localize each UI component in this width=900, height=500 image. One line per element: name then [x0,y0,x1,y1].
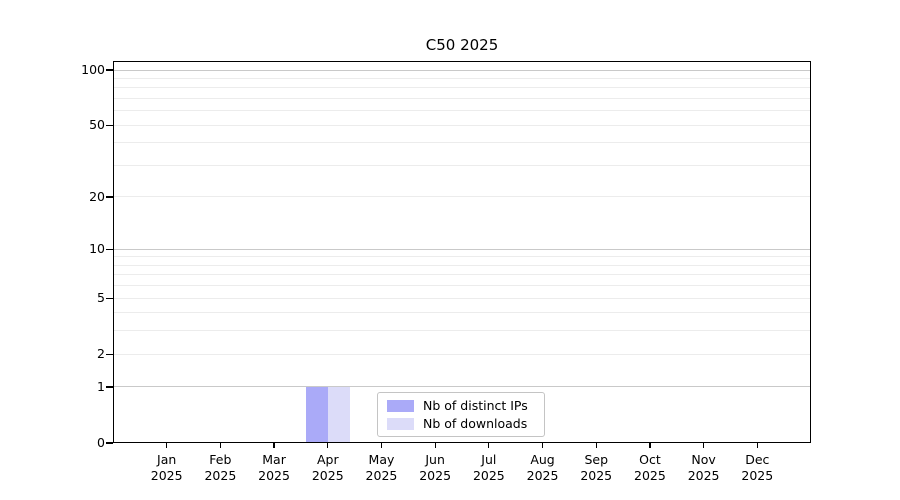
chart-title: C50 2025 [425,36,499,54]
x-axis-tick-label: Sep 2025 [568,452,624,484]
x-axis-tick-label: Jan 2025 [139,452,195,484]
x-axis-tick-label: Oct 2025 [622,452,678,484]
y-axis-tick [106,442,113,444]
x-axis-tick [703,443,705,448]
x-axis-tick-label: May 2025 [353,452,409,484]
x-axis-tick [434,443,436,448]
gridline-minor [113,312,811,314]
x-tick-month: Aug [530,452,555,467]
y-axis-tick-label: 10 [89,241,105,257]
x-tick-month: Jul [481,452,497,467]
legend-item: Nb of distinct IPs [387,397,544,413]
gridline-minor [113,110,811,112]
gridline-minor [113,165,811,166]
legend-swatch-downloads [387,417,414,430]
y-axis-tick-label: 0 [97,435,105,450]
x-tick-year: 2025 [204,468,237,483]
legend-label-downloads: Nb of downloads [423,415,528,431]
y-axis-tick [106,69,113,71]
x-tick-year: 2025 [687,468,720,483]
gridline-minor [113,87,811,89]
x-axis-tick [488,443,490,448]
x-tick-month: Mar [262,452,286,467]
x-axis-tick-label: Jun 2025 [407,452,463,484]
legend-swatch-distinct-ips [387,399,414,412]
gridline-minor [113,196,811,198]
x-tick-year: 2025 [419,468,452,483]
gridline-minor [113,274,811,276]
gridline-minor [113,297,811,299]
x-axis-tick-label: Dec 2025 [729,452,785,484]
x-tick-year: 2025 [365,468,398,483]
y-axis-tick [106,386,113,388]
gridline-major [113,386,811,388]
x-axis-tick-label: Nov 2025 [676,452,732,484]
x-axis-tick-label: Jul 2025 [461,452,517,484]
x-tick-year: 2025 [634,468,666,483]
x-tick-month: Feb [209,452,232,467]
gridline-minor [113,98,811,100]
y-axis-tick-label: 2 [97,346,105,362]
x-tick-year: 2025 [741,468,774,483]
x-axis-tick-label: Aug 2025 [515,452,571,484]
y-axis-tick-label: 20 [89,188,105,204]
bar-nb-of-distinct-ips-apr [305,386,328,443]
x-axis-tick [273,443,275,448]
gridline-minor [113,256,811,258]
x-tick-year: 2025 [580,468,613,483]
bar-nb-of-downloads-apr [327,386,350,443]
x-tick-month: Jun [425,452,445,467]
legend: Nb of distinct IPs Nb of downloads [377,392,545,437]
x-axis-tick [595,443,597,448]
x-axis-tick [327,443,329,448]
x-axis-tick [219,443,221,448]
gridline-minor [113,285,811,287]
y-axis-tick [106,196,113,198]
y-axis-tick [106,353,113,355]
gridline-minor [113,124,811,126]
legend-item: Nb of downloads [387,415,544,431]
x-axis-tick-label: Feb 2025 [192,452,248,484]
legend-label-distinct-ips: Nb of distinct IPs [423,397,528,413]
x-tick-month: Dec [745,452,770,467]
x-tick-month: May [368,452,395,467]
gridline-major [113,69,811,71]
x-axis-tick [649,443,651,448]
y-axis-tick-label: 5 [97,290,105,306]
plot-area [113,61,811,443]
y-axis-tick-label: 100 [81,62,105,78]
x-tick-year: 2025 [150,468,183,483]
y-axis-tick [106,124,113,126]
x-axis-tick [541,443,544,448]
x-tick-year: 2025 [472,468,505,483]
gridline-minor [113,142,811,144]
gridline-minor [113,330,811,332]
gridline-minor [113,353,811,355]
x-tick-month: Apr [316,452,339,467]
gridline-major [113,248,811,250]
y-axis-tick-label: 1 [97,378,105,394]
y-axis-tick-label: 50 [89,117,105,133]
x-axis-tick [166,443,168,448]
x-tick-month: Nov [691,452,716,467]
x-tick-year: 2025 [258,468,290,483]
x-axis-tick-label: Apr 2025 [300,452,356,484]
x-tick-year: 2025 [526,468,559,483]
gridline-minor [113,264,811,266]
y-axis-tick [106,248,113,250]
x-axis-tick-label: Mar 2025 [246,452,302,484]
x-tick-month: Oct [639,452,661,467]
gridline-minor [113,77,811,79]
x-axis-tick [380,443,383,448]
x-tick-month: Sep [584,452,608,467]
y-axis-tick [106,297,113,299]
x-tick-year: 2025 [311,468,344,483]
x-tick-month: Jan [157,452,177,467]
x-axis-tick [756,443,758,448]
